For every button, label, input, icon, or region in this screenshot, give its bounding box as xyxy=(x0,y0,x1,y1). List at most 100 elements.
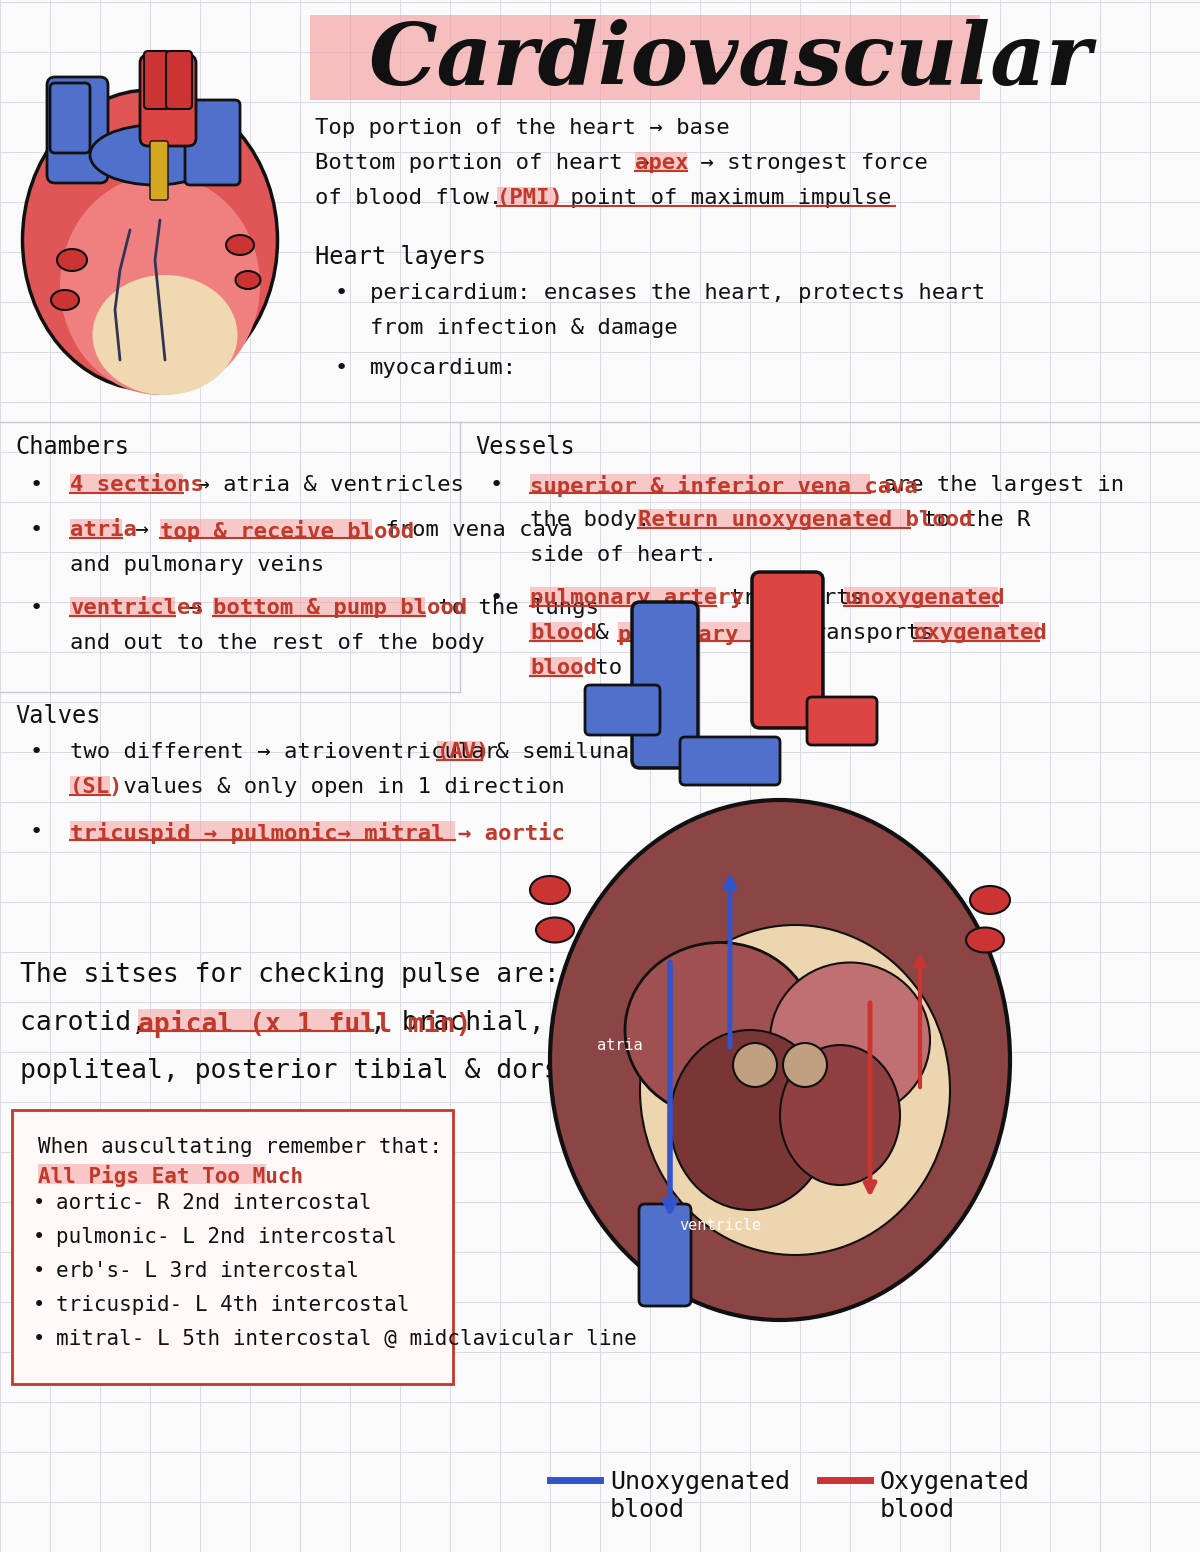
Text: •: • xyxy=(30,520,43,540)
Text: •: • xyxy=(34,1228,46,1246)
Text: to body: to body xyxy=(582,658,689,678)
Text: ventricle: ventricle xyxy=(679,1218,761,1232)
Text: transports: transports xyxy=(716,588,876,608)
Ellipse shape xyxy=(536,917,574,942)
FancyBboxPatch shape xyxy=(752,573,823,728)
FancyBboxPatch shape xyxy=(530,587,716,607)
FancyBboxPatch shape xyxy=(70,473,182,494)
Ellipse shape xyxy=(640,925,950,1256)
Ellipse shape xyxy=(235,272,260,289)
Text: (PMI): (PMI) xyxy=(497,188,564,208)
Text: pulmonary artery: pulmonary artery xyxy=(530,588,744,608)
Text: •: • xyxy=(34,1193,46,1214)
Text: Bottom portion of heart →: Bottom portion of heart → xyxy=(314,154,662,172)
Text: apex: apex xyxy=(635,154,689,172)
Text: transports: transports xyxy=(786,622,947,643)
FancyBboxPatch shape xyxy=(140,54,196,146)
Text: and pulmonary veins: and pulmonary veins xyxy=(70,556,324,574)
FancyBboxPatch shape xyxy=(844,587,998,607)
Text: blood: blood xyxy=(530,658,596,678)
Text: All Pigs Eat Too Much: All Pigs Eat Too Much xyxy=(38,1166,304,1187)
FancyBboxPatch shape xyxy=(680,737,780,785)
Ellipse shape xyxy=(780,1044,900,1186)
Ellipse shape xyxy=(530,875,570,903)
Text: mitral- L 5th intercostal @ midclavicular line: mitral- L 5th intercostal @ midclavicula… xyxy=(56,1329,637,1349)
FancyBboxPatch shape xyxy=(166,51,192,109)
FancyBboxPatch shape xyxy=(632,602,698,768)
Text: •: • xyxy=(490,588,503,608)
FancyBboxPatch shape xyxy=(144,51,170,109)
Text: Chambers: Chambers xyxy=(14,435,130,459)
Text: the body.: the body. xyxy=(530,511,664,529)
Text: &: & xyxy=(582,622,622,643)
Ellipse shape xyxy=(23,90,277,390)
FancyBboxPatch shape xyxy=(50,82,90,154)
Text: and out to the rest of the body: and out to the rest of the body xyxy=(70,633,485,653)
Text: popliteal, posterior tibial & dorsalis pedis: popliteal, posterior tibial & dorsalis p… xyxy=(20,1058,719,1083)
Ellipse shape xyxy=(625,942,815,1117)
FancyBboxPatch shape xyxy=(12,1110,454,1384)
Text: Return unoxygenated blood: Return unoxygenated blood xyxy=(638,511,972,529)
FancyBboxPatch shape xyxy=(185,99,240,185)
Text: are the largest in: are the largest in xyxy=(870,475,1124,495)
Text: →: → xyxy=(175,598,215,618)
Text: atria: atria xyxy=(70,520,137,540)
Text: pericardium: encases the heart, protects heart: pericardium: encases the heart, protects… xyxy=(370,282,985,303)
Text: •: • xyxy=(30,742,43,762)
Text: •: • xyxy=(490,475,503,495)
Text: The sitses for checking pulse are: temporal,: The sitses for checking pulse are: tempo… xyxy=(20,962,719,989)
Text: pulmonary vein: pulmonary vein xyxy=(618,622,805,646)
Text: superior & inferior vena cava: superior & inferior vena cava xyxy=(530,475,918,497)
Text: carotid,: carotid, xyxy=(20,1010,163,1037)
FancyBboxPatch shape xyxy=(497,186,554,206)
FancyBboxPatch shape xyxy=(138,1009,370,1032)
FancyBboxPatch shape xyxy=(160,518,372,539)
FancyBboxPatch shape xyxy=(808,697,877,745)
Text: pulmonic- L 2nd intercostal: pulmonic- L 2nd intercostal xyxy=(56,1228,397,1246)
Ellipse shape xyxy=(226,234,254,255)
FancyBboxPatch shape xyxy=(150,141,168,200)
FancyBboxPatch shape xyxy=(530,656,582,677)
Text: Heart layers: Heart layers xyxy=(314,245,486,268)
FancyBboxPatch shape xyxy=(635,152,686,172)
Ellipse shape xyxy=(733,1043,778,1086)
Text: •: • xyxy=(34,1329,46,1349)
Text: unoxygenated: unoxygenated xyxy=(844,588,1004,608)
Text: , brachial, radial, femoral,: , brachial, radial, femoral, xyxy=(370,1010,815,1037)
Text: values & only open in 1 direction: values & only open in 1 direction xyxy=(110,778,565,798)
Text: oxygenated: oxygenated xyxy=(914,622,1048,643)
Text: aortic- R 2nd intercostal: aortic- R 2nd intercostal xyxy=(56,1193,372,1214)
Text: Top portion of the heart → base: Top portion of the heart → base xyxy=(314,118,730,138)
FancyBboxPatch shape xyxy=(70,598,175,618)
Text: top & receive blood: top & receive blood xyxy=(160,520,414,542)
Ellipse shape xyxy=(670,1031,830,1211)
Text: & semilunar: & semilunar xyxy=(482,742,642,762)
Text: side of heart.: side of heart. xyxy=(530,545,718,565)
Text: → atria & ventricles: → atria & ventricles xyxy=(182,475,464,495)
Text: blood: blood xyxy=(530,622,596,643)
FancyBboxPatch shape xyxy=(618,622,786,643)
Text: from vena cava: from vena cava xyxy=(372,520,572,540)
FancyBboxPatch shape xyxy=(914,622,1039,643)
FancyBboxPatch shape xyxy=(38,1164,266,1184)
Text: two different → atrioventricular: two different → atrioventricular xyxy=(70,742,511,762)
FancyBboxPatch shape xyxy=(586,684,660,736)
Text: atria: atria xyxy=(598,1038,643,1052)
Text: Cardiovascular: Cardiovascular xyxy=(368,19,1092,102)
Text: of blood flow.: of blood flow. xyxy=(314,188,516,208)
Text: ventricles: ventricles xyxy=(70,598,204,618)
Text: → strongest force: → strongest force xyxy=(686,154,928,172)
Text: bottom & pump blood: bottom & pump blood xyxy=(214,598,467,618)
FancyBboxPatch shape xyxy=(47,78,108,183)
Text: •: • xyxy=(34,1260,46,1280)
Ellipse shape xyxy=(60,175,260,396)
Text: Vessels: Vessels xyxy=(475,435,575,459)
FancyBboxPatch shape xyxy=(638,509,910,529)
Text: tricuspid- L 4th intercostal: tricuspid- L 4th intercostal xyxy=(56,1294,409,1315)
Text: →: → xyxy=(122,520,162,540)
FancyBboxPatch shape xyxy=(437,740,482,760)
Text: (SL): (SL) xyxy=(70,778,124,798)
Ellipse shape xyxy=(58,248,88,272)
Text: •: • xyxy=(30,475,43,495)
Ellipse shape xyxy=(966,928,1004,953)
